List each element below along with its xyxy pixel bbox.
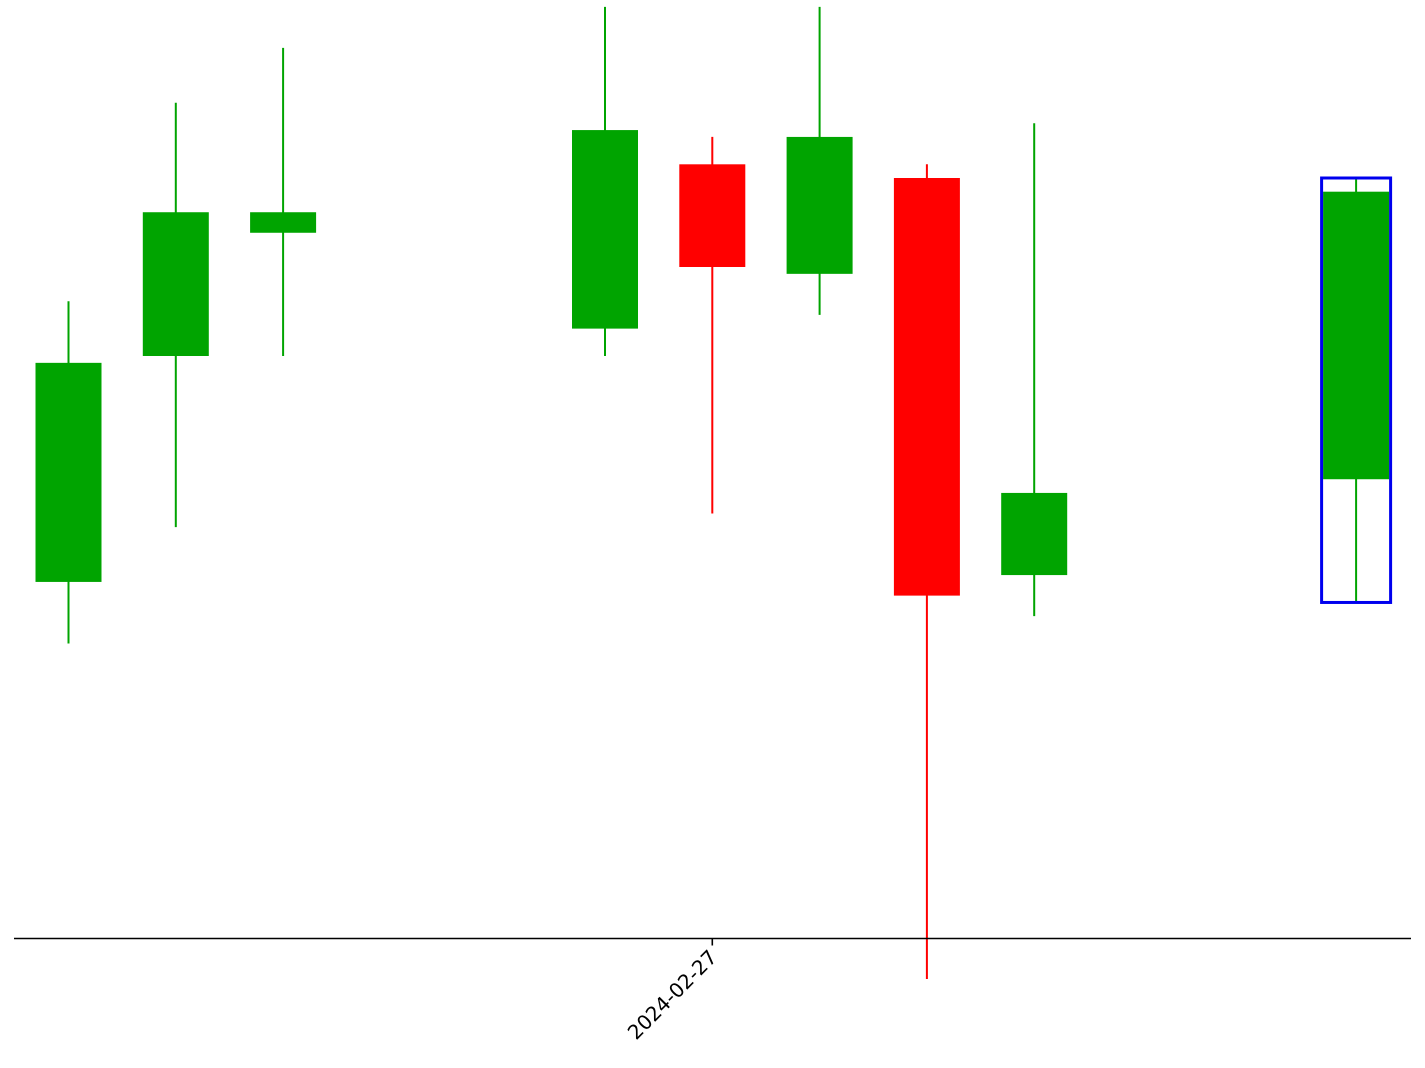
candle-3 [572, 6, 638, 356]
candle-7 [1001, 123, 1068, 617]
x-ticks-group: 2024-02-27 [623, 938, 722, 1044]
candle-body-up [786, 136, 853, 274]
candle-6 [893, 164, 960, 979]
candle-1 [142, 102, 209, 528]
candle-5 [786, 6, 853, 315]
candle-2 [250, 47, 317, 356]
candle-body-up [250, 212, 317, 233]
highlight-group [1320, 176, 1393, 604]
candle-4 [679, 136, 746, 514]
candle-8 [1323, 178, 1390, 603]
candle-body-up [142, 212, 209, 356]
highlight-box [1320, 176, 1393, 604]
candle-body-up [1001, 492, 1068, 576]
candle-body-down [893, 178, 960, 596]
candle-body-up [35, 362, 102, 582]
candle-body-up [572, 130, 638, 329]
candle-body-up [1323, 191, 1390, 480]
candle-0 [35, 301, 102, 644]
x-tick-label: 2024-02-27 [623, 945, 722, 1044]
candles-group [35, 6, 1390, 979]
candle-body-down [679, 164, 746, 267]
